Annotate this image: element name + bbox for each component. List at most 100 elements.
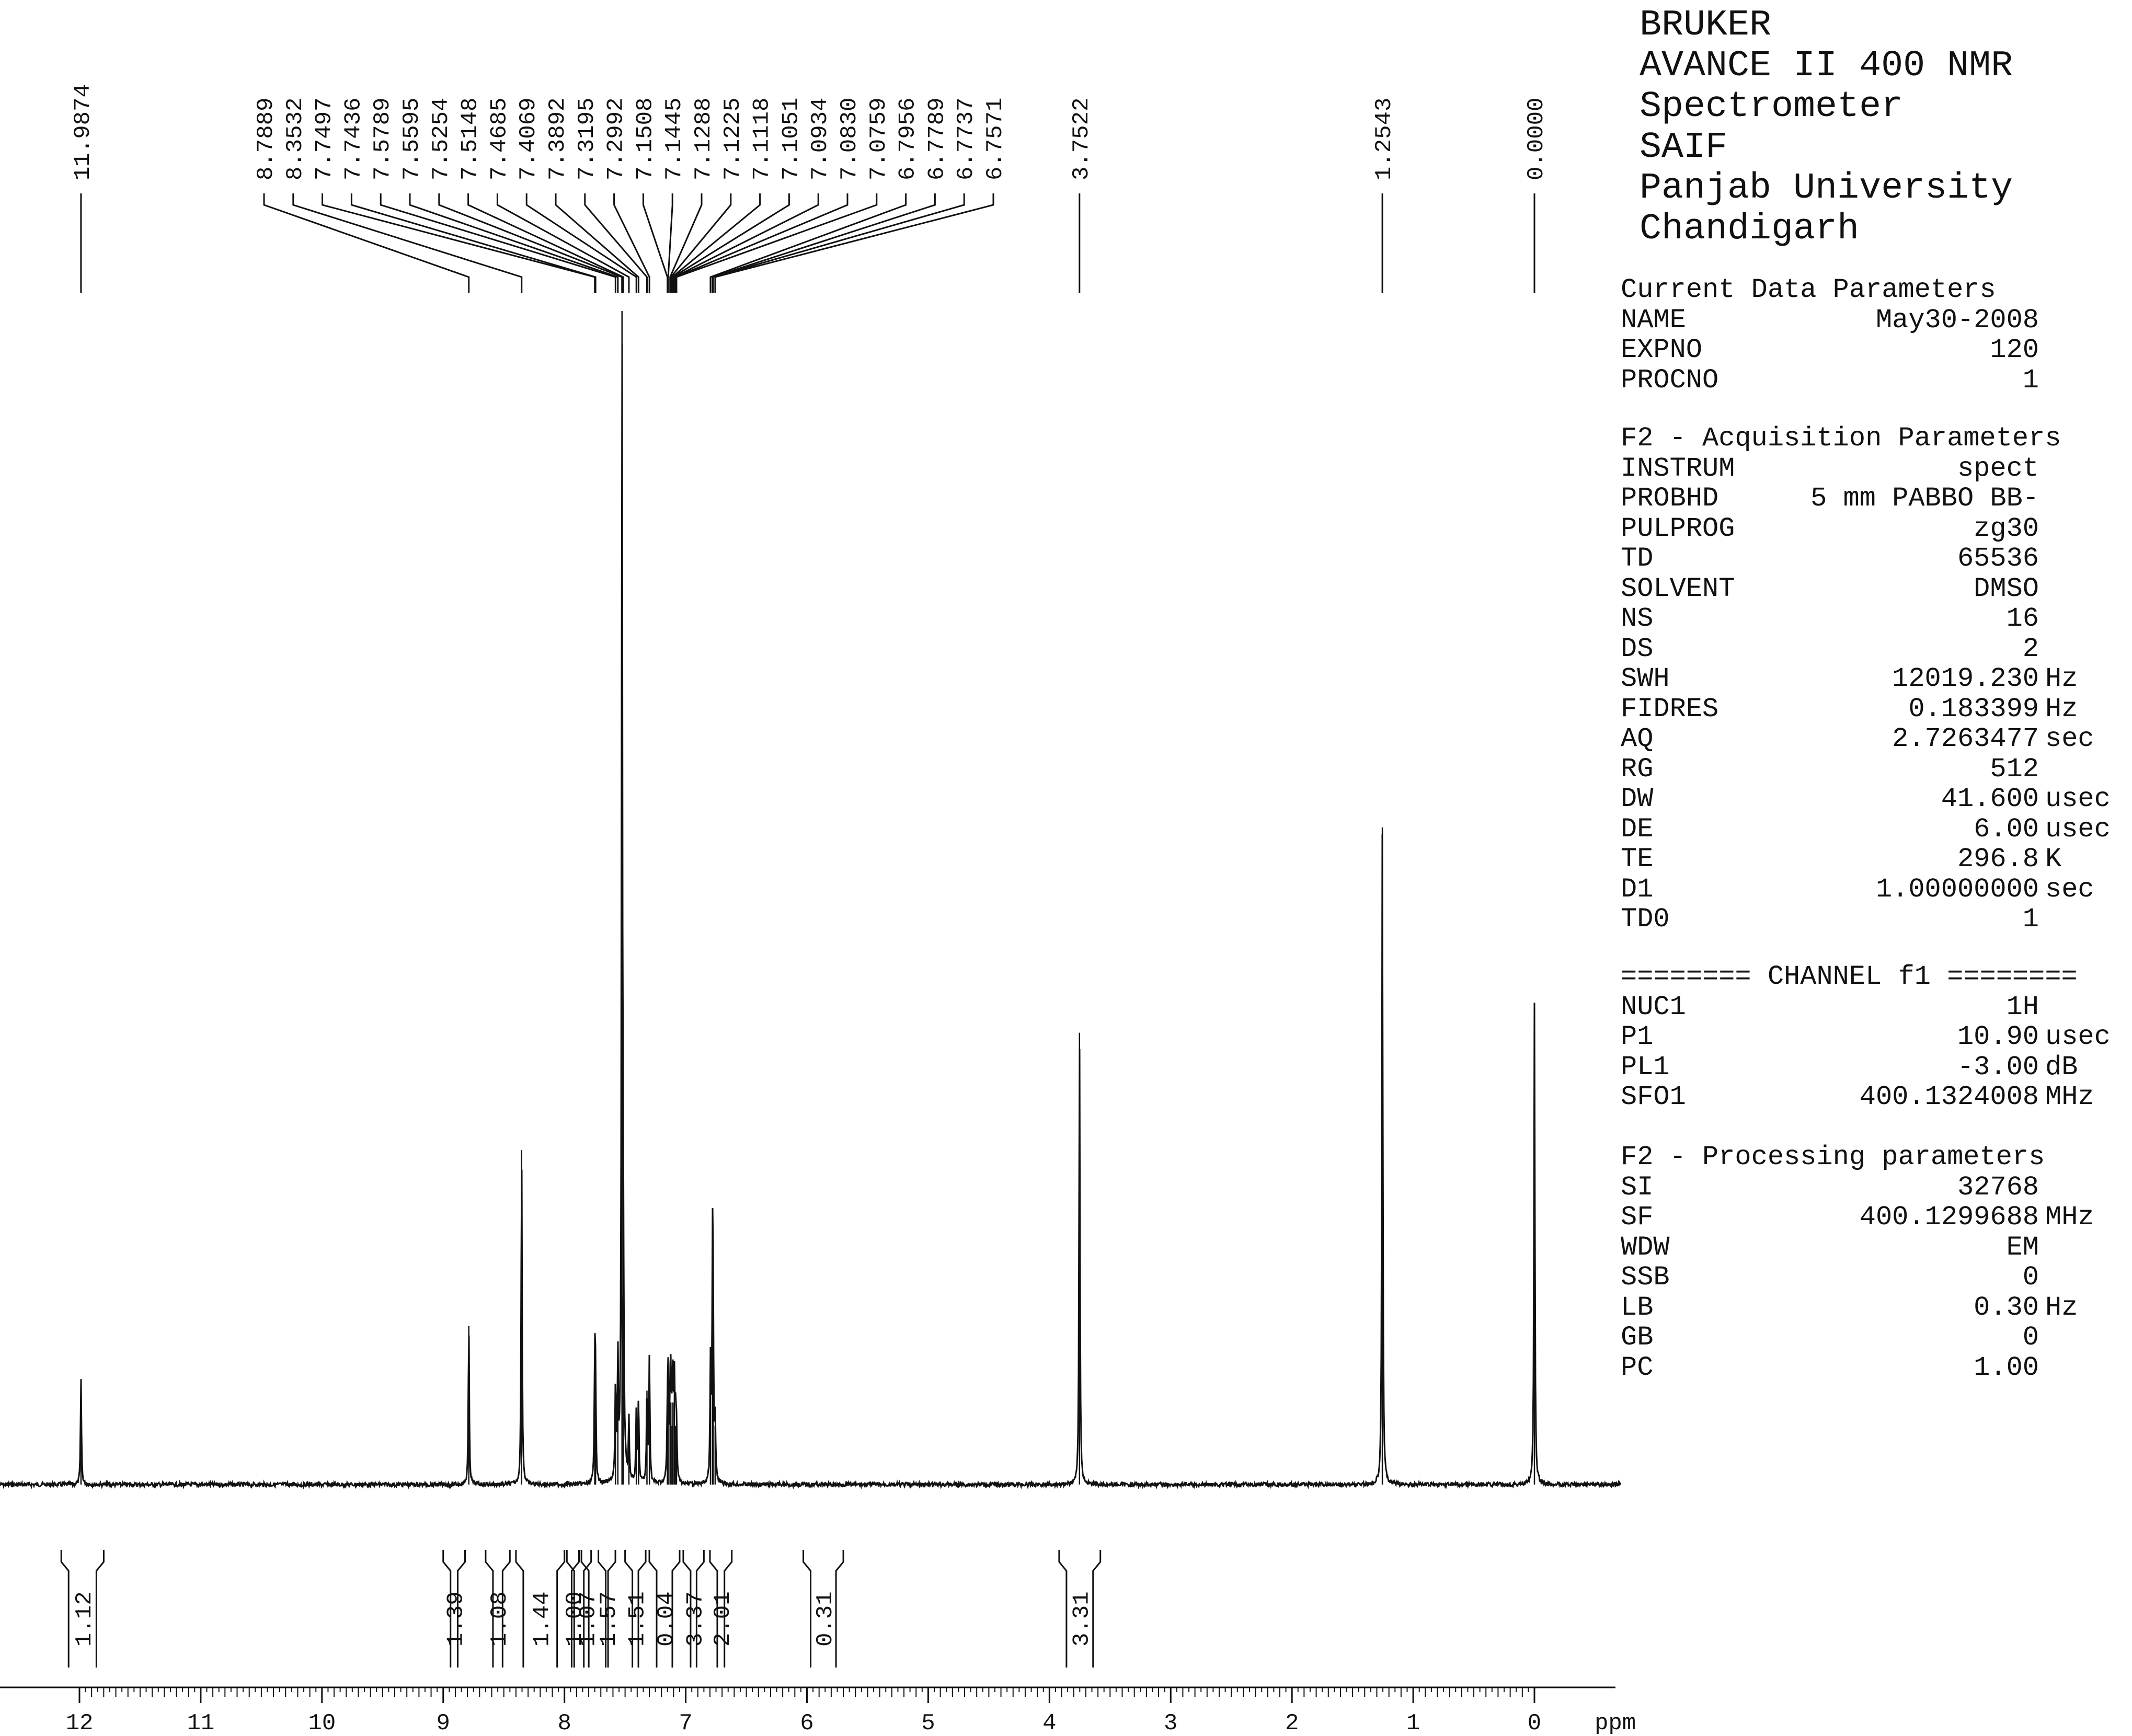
- peak-label: 7.1445: [661, 98, 687, 180]
- x-tick-label: 4: [1042, 1710, 1056, 1736]
- peak-leader-line: [670, 193, 732, 293]
- parameter-value: 1: [2022, 904, 2039, 935]
- integral-value: 3.37: [683, 1591, 709, 1647]
- peak-leader-line: [350, 193, 597, 293]
- peak-leader-line: [584, 193, 648, 293]
- x-tick-labels: 12 11 10 9 8 7 6 5 4 3 2 1 0: [66, 1710, 1542, 1736]
- parameter-value: 0.30: [1974, 1292, 2039, 1323]
- parameter-key: PULPROG: [1621, 513, 1735, 544]
- peak-leader-line: [380, 193, 616, 293]
- integral-value: 1.57: [596, 1591, 622, 1647]
- parameter-unit: K: [2045, 844, 2062, 875]
- parameter-row: SOLVENT DMSO: [1621, 573, 2128, 604]
- parameter-section-title: F2 - Acquisition Parameters: [1621, 423, 2061, 454]
- x-axis: [0, 1686, 1615, 1703]
- integral-bracket-left: [598, 1550, 607, 1668]
- parameter-key: DW: [1621, 784, 1654, 814]
- peak-label: 7.1118: [749, 98, 775, 180]
- parameter-value: 512: [1990, 753, 2039, 785]
- integral-regions: 1.12 1.39 1.08 1.44 1.001.071.57 1.51 0.04 3.37…: [60, 1550, 1102, 1668]
- parameter-section: Current Data Parameters NAME May30-2008 EXP…: [1621, 275, 2128, 395]
- parameter-value: 2: [2022, 633, 2039, 664]
- peak-label: 6.7737: [953, 98, 979, 180]
- x-tick-label: 0: [1528, 1710, 1541, 1736]
- parameter-unit: usec: [2045, 1021, 2111, 1052]
- parameter-row: SWH 12019.230 Hz: [1621, 664, 2128, 694]
- parameter-row: TE 296.8 K: [1621, 844, 2128, 875]
- peak-leader-line: [496, 193, 630, 293]
- instrument-header-line: Panjab University: [1640, 168, 2013, 209]
- parameter-key: P1: [1621, 1021, 1654, 1052]
- integral-value: 3.31: [1069, 1591, 1095, 1647]
- parameter-value: DMSO: [1974, 573, 2039, 604]
- parameter-section: F2 - Acquisition Parameters INSTRUM spect P…: [1621, 423, 2128, 935]
- integral-bracket-right: [95, 1550, 105, 1668]
- parameter-section-title: Current Data Parameters: [1621, 274, 1996, 305]
- integral-value: 1.12: [72, 1591, 98, 1647]
- peak-label: 7.5789: [370, 98, 396, 180]
- parameter-row: PROBHD 5 mm PABBO BB-: [1621, 484, 2128, 514]
- parameter-value: 1.00000000: [1875, 873, 2039, 905]
- parameter-row: PC 1.00: [1621, 1352, 2128, 1383]
- parameter-section: F2 - Processing parameters SI 32768 SF 400.1…: [1621, 1142, 2128, 1383]
- x-tick-label: 2: [1285, 1710, 1299, 1736]
- integral-value: 2.01: [710, 1591, 736, 1647]
- parameter-row: FIDRES 0.183399 Hz: [1621, 694, 2128, 725]
- peak-label: 7.1051: [778, 98, 804, 180]
- instrument-header-line: SAIF: [1640, 127, 1728, 168]
- parameter-key: TD: [1621, 543, 1654, 574]
- parameter-key: SF: [1621, 1202, 1654, 1233]
- parameter-key: SSB: [1621, 1262, 1670, 1293]
- parameter-value: zg30: [1974, 513, 2039, 544]
- integral-value: 1.08: [487, 1591, 513, 1647]
- parameter-unit: MHz: [2045, 1202, 2094, 1233]
- integral-bracket-right: [556, 1550, 566, 1668]
- integral-bracket-right: [695, 1550, 705, 1668]
- parameter-value: 10.90: [1957, 1021, 2039, 1052]
- parameter-value: 1.00: [1974, 1352, 2039, 1383]
- parameter-row: TD 65536: [1621, 544, 2128, 574]
- integral-bracket-left: [442, 1550, 452, 1668]
- peak-label: 0.0000: [1523, 98, 1550, 180]
- peak-leader-line: [674, 193, 849, 293]
- integral-value: 0.31: [812, 1591, 839, 1647]
- integral-bracket-right: [571, 1550, 580, 1668]
- peak-label: 7.0830: [836, 98, 863, 180]
- parameter-unit: sec: [2045, 873, 2094, 905]
- integral-value: 1.39: [443, 1591, 469, 1647]
- peak-label: 7.1508: [632, 98, 658, 180]
- peak-leader-line: [667, 193, 673, 293]
- parameter-key: SOLVENT: [1621, 573, 1735, 604]
- integral-bracket-left: [1058, 1550, 1068, 1668]
- peak-label: 8.7889: [253, 98, 279, 180]
- x-tick-label: 1: [1406, 1710, 1420, 1736]
- peak-label: 7.3195: [574, 98, 600, 180]
- peak-leader-line: [555, 193, 639, 293]
- parameter-value: 65536: [1957, 543, 2039, 574]
- peak-label: 7.1225: [720, 98, 746, 180]
- parameter-section-title: ======== CHANNEL f1 ========: [1621, 961, 2078, 992]
- parameter-value: 32768: [1957, 1171, 2039, 1203]
- parameter-value: 400.1299688: [1859, 1202, 2039, 1233]
- x-tick-label: 6: [800, 1710, 813, 1736]
- parameter-unit: sec: [2045, 723, 2094, 754]
- peak-leader-line: [292, 193, 523, 293]
- integral-bracket-right: [1092, 1550, 1102, 1668]
- parameter-unit: Hz: [2045, 693, 2078, 725]
- peak-leader-line: [613, 193, 650, 293]
- integral-bracket-right: [583, 1550, 592, 1668]
- instrument-header-line: BRUKER: [1640, 5, 1772, 46]
- peak-labels: 11.9874 8.7889 8.3532 7.7497 7.7436 7.5789 7.5…: [70, 84, 1550, 293]
- peak-leader-line: [712, 193, 936, 293]
- integral-bracket-left: [682, 1550, 692, 1668]
- parameter-unit: MHz: [2045, 1082, 2094, 1112]
- integral-bracket-right: [724, 1550, 733, 1668]
- parameter-unit: usec: [2045, 813, 2111, 845]
- peak-leader-line: [675, 193, 878, 293]
- integral-bracket-left: [803, 1550, 812, 1668]
- parameter-key: RG: [1621, 753, 1654, 785]
- peak-label: 6.7571: [982, 98, 1008, 180]
- x-axis-title: ppm: [1595, 1710, 1636, 1736]
- peak-label: 7.3892: [545, 98, 571, 180]
